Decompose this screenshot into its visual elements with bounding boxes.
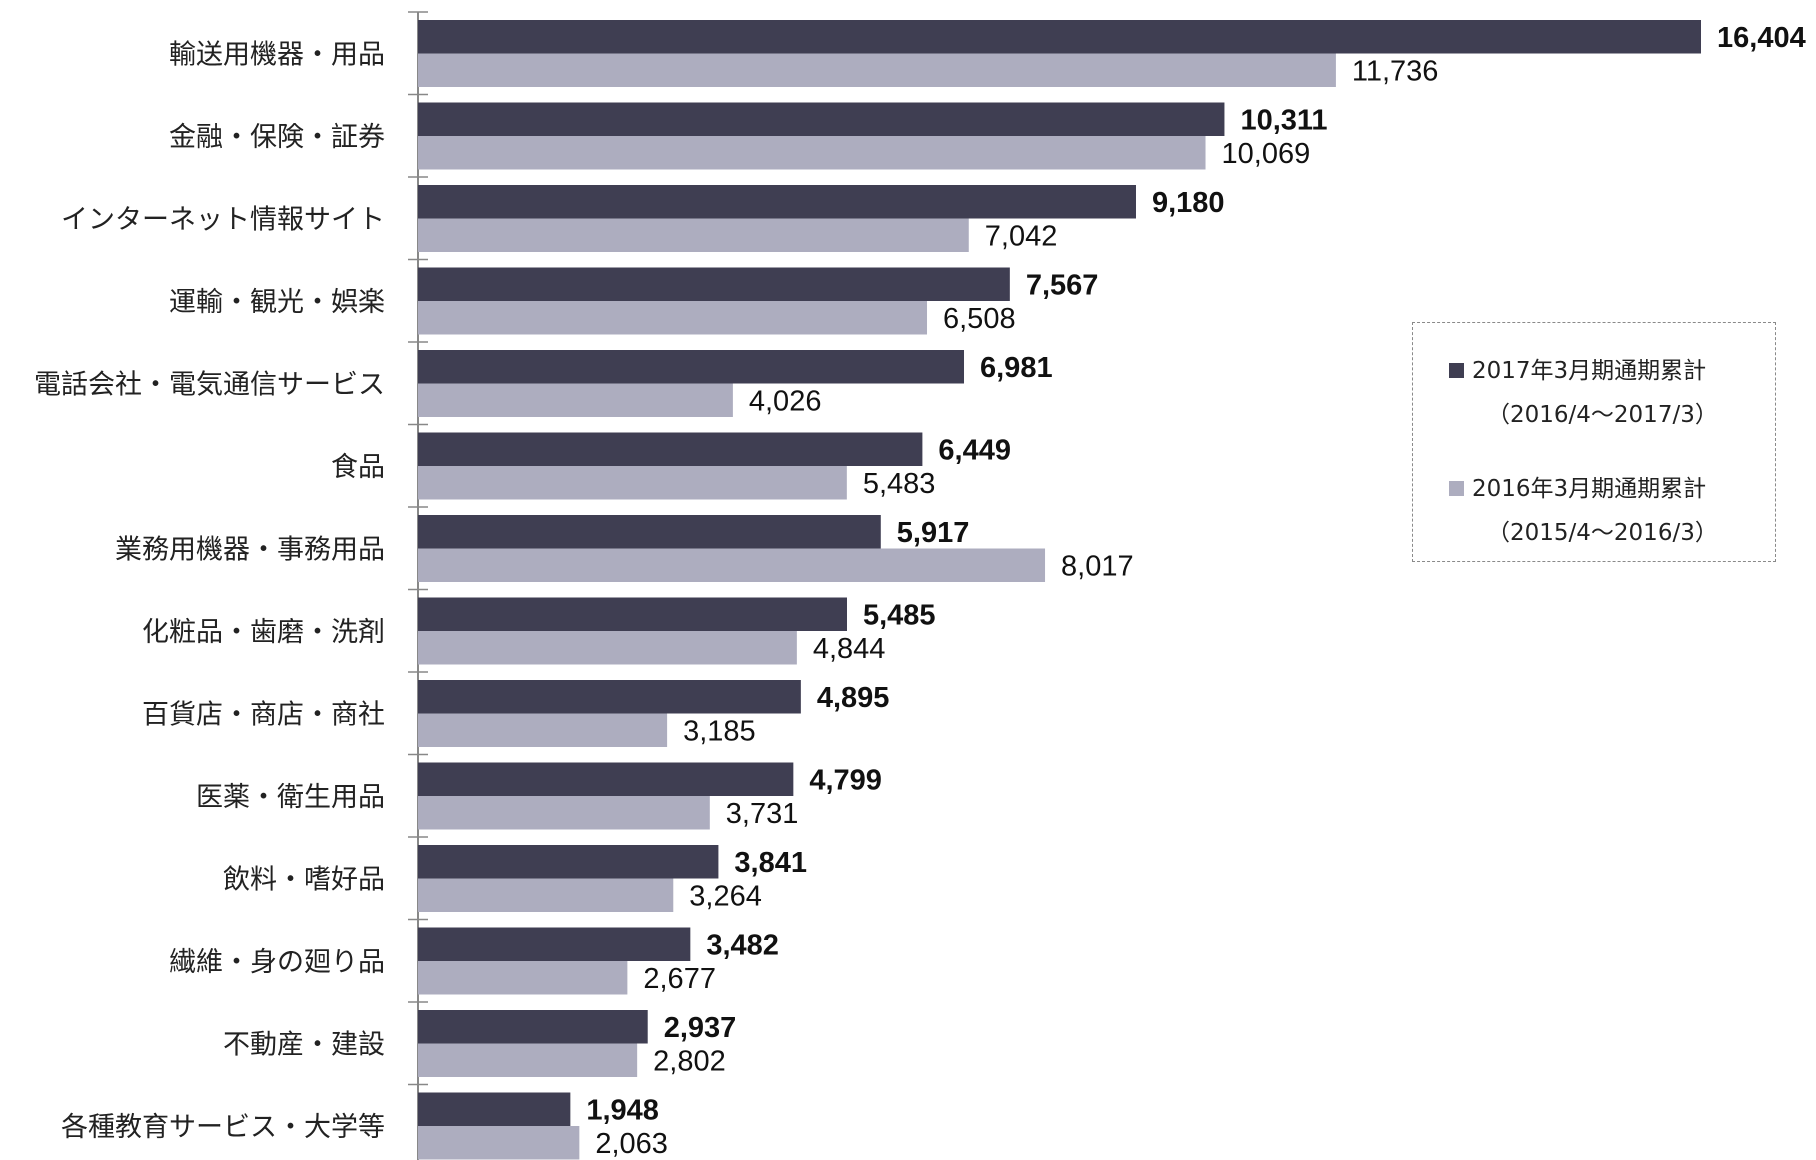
category-label: 不動産・建設 — [223, 1030, 385, 1061]
data-label-series-2: 11,736 — [1352, 55, 1439, 87]
data-label-series-2: 10,069 — [1222, 138, 1311, 170]
bar-series-1 — [418, 762, 794, 796]
legend-period-series-1: （2016/4～2017/3） — [1487, 402, 1718, 428]
category-label: 業務用機器・事務用品 — [115, 535, 385, 566]
data-label-series-1: 4,799 — [809, 764, 882, 796]
data-label-series-2: 6,508 — [943, 303, 1016, 335]
data-label-series-1: 7,567 — [1026, 269, 1099, 301]
data-label-series-1: 3,841 — [734, 847, 807, 879]
labels: 輸送用機器・用品 16,404 11,736 金融・保険・証券 10,31110,069… — [34, 22, 1806, 1160]
bar-series-2 — [418, 136, 1206, 170]
data-label-series-2: 4,026 — [749, 385, 822, 417]
category-label: 輸送用機器・用品 — [169, 40, 385, 71]
bar-series-1 — [418, 597, 847, 631]
data-label-series-1: 5,485 — [863, 599, 936, 631]
category-label: 食品 — [331, 452, 385, 483]
category-label: 運輸・観光・娯楽 — [169, 287, 385, 318]
bar-series-2 — [418, 1126, 580, 1160]
data-label-series-2: 3,185 — [683, 715, 756, 747]
bar-series-2 — [418, 878, 674, 912]
bar-series-2 — [418, 53, 1336, 87]
bar-series-1 — [418, 680, 801, 714]
legend: 2017年3月期通期累計 （2016/4～2017/3） 2016年3月期通期累… — [1412, 322, 1776, 562]
bar-series-2 — [418, 548, 1046, 582]
bar-series-1 — [418, 267, 1010, 301]
category-label: 飲料・嗜好品 — [223, 865, 385, 896]
data-label-series-1: 5,917 — [897, 517, 970, 549]
legend-swatch-series-2 — [1449, 481, 1464, 496]
data-label-series-2: 4,844 — [813, 633, 886, 665]
legend-item-series-1: 2017年3月期通期累計 — [1449, 351, 1706, 385]
bar-series-1 — [418, 1092, 571, 1126]
bar-series-2 — [418, 218, 969, 252]
legend-item-series-2: 2016年3月期通期累計 — [1449, 469, 1706, 503]
category-label: インターネット情報サイト — [61, 205, 385, 236]
category-label: 繊維・身の廻り品 — [169, 947, 385, 978]
category-label: 金融・保険・証券 — [169, 122, 385, 153]
data-label-series-1: 16,404 — [1717, 22, 1806, 54]
bar-series-2 — [418, 466, 847, 500]
data-label-series-2: 5,483 — [863, 468, 936, 500]
bar-series-2 — [418, 713, 668, 747]
legend-label-series-1: 2017年3月期通期累計 — [1472, 358, 1707, 384]
data-label-series-2: 2,063 — [595, 1128, 668, 1160]
data-label-series-2: 2,802 — [653, 1045, 726, 1077]
data-label-series-1: 6,449 — [938, 434, 1011, 466]
data-label-series-1: 10,311 — [1240, 104, 1327, 136]
category-label: 電話会社・電気通信サービス — [34, 370, 385, 401]
bar-series-1 — [418, 1010, 648, 1044]
bar-series-2 — [418, 631, 797, 665]
bar-series-1 — [418, 432, 923, 466]
category-label: 百貨店・商店・商社 — [142, 700, 385, 731]
data-label-series-1: 4,895 — [817, 682, 890, 714]
bar-series-2 — [418, 961, 628, 995]
bars — [418, 20, 1701, 1160]
data-label-series-1: 1,948 — [586, 1094, 659, 1126]
legend-label-series-2: 2016年3月期通期累計 — [1472, 476, 1707, 502]
data-label-series-1: 3,482 — [706, 929, 779, 961]
data-label-series-1: 2,937 — [664, 1012, 737, 1044]
data-label-series-1: 6,981 — [980, 352, 1053, 384]
bar-series-1 — [418, 20, 1701, 54]
bar-series-1 — [418, 102, 1225, 136]
category-label: 各種教育サービス・大学等 — [61, 1112, 385, 1143]
bar-series-1 — [418, 927, 691, 961]
legend-swatch-series-1 — [1449, 363, 1464, 378]
data-label-series-2: 7,042 — [985, 220, 1058, 252]
bar-series-1 — [418, 845, 719, 879]
category-label: 化粧品・歯磨・洗剤 — [142, 617, 385, 648]
bar-series-2 — [418, 383, 733, 417]
bar-series-2 — [418, 796, 710, 830]
bar-series-2 — [418, 1043, 638, 1077]
bar-series-1 — [418, 350, 965, 384]
data-label-series-2: 3,731 — [726, 798, 799, 830]
data-label-series-2: 2,677 — [643, 963, 716, 995]
bar-series-2 — [418, 301, 928, 335]
bar-series-1 — [418, 515, 881, 549]
bar-series-1 — [418, 185, 1136, 219]
data-label-series-2: 3,264 — [689, 880, 762, 912]
category-label: 医薬・衛生用品 — [196, 782, 385, 813]
data-label-series-1: 9,180 — [1152, 187, 1225, 219]
data-label-series-2: 8,017 — [1061, 550, 1134, 582]
legend-period-series-2: （2015/4～2016/3） — [1487, 520, 1718, 546]
